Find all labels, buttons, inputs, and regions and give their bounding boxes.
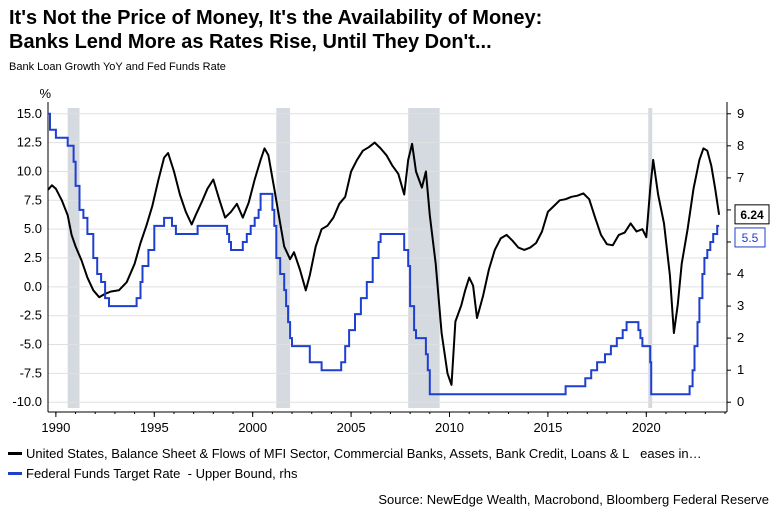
y-right-tick-label: 4 [737, 266, 744, 281]
y-left-tick-label: 12.5 [17, 135, 42, 150]
y-left-tick-label: -5.0 [20, 337, 42, 352]
x-tick-label: 1995 [140, 420, 169, 435]
y-right-tick-label: 1 [737, 362, 744, 377]
y-left-tick-label: 0.0 [24, 279, 42, 294]
y-left-tick-label: -2.5 [20, 308, 42, 323]
legend-entry-fed-funds: Federal Funds Target Rate - Upper Bound,… [8, 466, 773, 481]
end-label-box-fed-funds [734, 227, 766, 248]
series-lines [47, 112, 721, 396]
end-label-box-loan-growth [734, 204, 770, 225]
y-left-tick-label: -10.0 [12, 394, 42, 409]
x-tick-label: 1990 [41, 420, 70, 435]
chart-subtitle: Bank Loan Growth YoY and Fed Funds Rate [9, 61, 226, 73]
y-right-tick-label: 7 [737, 170, 744, 185]
x-tick-label: 2000 [238, 420, 267, 435]
legend-swatch-fed-funds [8, 472, 22, 475]
y-left-tick-label: 15.0 [17, 106, 42, 121]
y-left-tick-label: 2.5 [24, 250, 42, 265]
end-label-loan-growth: 6.24 [740, 208, 764, 222]
y-right-tick-label: 9 [737, 106, 744, 121]
y-left-tick-label: -7.5 [20, 365, 42, 380]
series-line-fed-funds [48, 112, 720, 396]
chart-title: It's Not the Price of Money, It's the Av… [9, 6, 769, 54]
y-left-tick-label: 10.0 [17, 163, 42, 178]
legend-label-loan-growth: United States, Balance Sheet & Flows of … [26, 446, 702, 461]
x-tick-label: 2015 [533, 420, 562, 435]
legend-entry-loan-growth: United States, Balance Sheet & Flows of … [8, 446, 773, 461]
end-labels: 6.24 5.5 [734, 204, 770, 248]
line-chart: 15.0 12.5 10.0 7.5 5.0 2.5 0.0 -2.5 -5.0 -7.5 -10.… [12, 86, 770, 435]
legend-swatch-loan-growth [8, 452, 22, 455]
title-line-2: Banks Lend More as Rates Rise, Until The… [9, 31, 492, 53]
source-note: Source: NewEdge Wealth, Macrobond, Bloom… [378, 492, 769, 507]
y-right-tick-label: 3 [737, 298, 744, 313]
x-tick-label: 2005 [337, 420, 366, 435]
y-left-axis-label: % [39, 86, 51, 101]
x-tick-label: 2020 [632, 420, 661, 435]
end-label-fed-funds: 5.5 [742, 231, 759, 245]
axes: 15.0 12.5 10.0 7.5 5.0 2.5 0.0 -2.5 -5.0 -7.5 -10.… [12, 86, 744, 435]
legend-label-fed-funds: Federal Funds Target Rate - Upper Bound,… [26, 466, 298, 481]
y-right-tick-label: 8 [737, 138, 744, 153]
y-right-tick-label: 2 [737, 330, 744, 345]
x-tick-label: 2010 [435, 420, 464, 435]
title-line-1: It's Not the Price of Money, It's the Av… [9, 7, 543, 29]
y-right-tick-label: 0 [737, 394, 744, 409]
series-line-loan-growth [47, 141, 721, 386]
y-left-tick-label: 7.5 [24, 192, 42, 207]
y-left-tick-label: 5.0 [24, 221, 42, 236]
